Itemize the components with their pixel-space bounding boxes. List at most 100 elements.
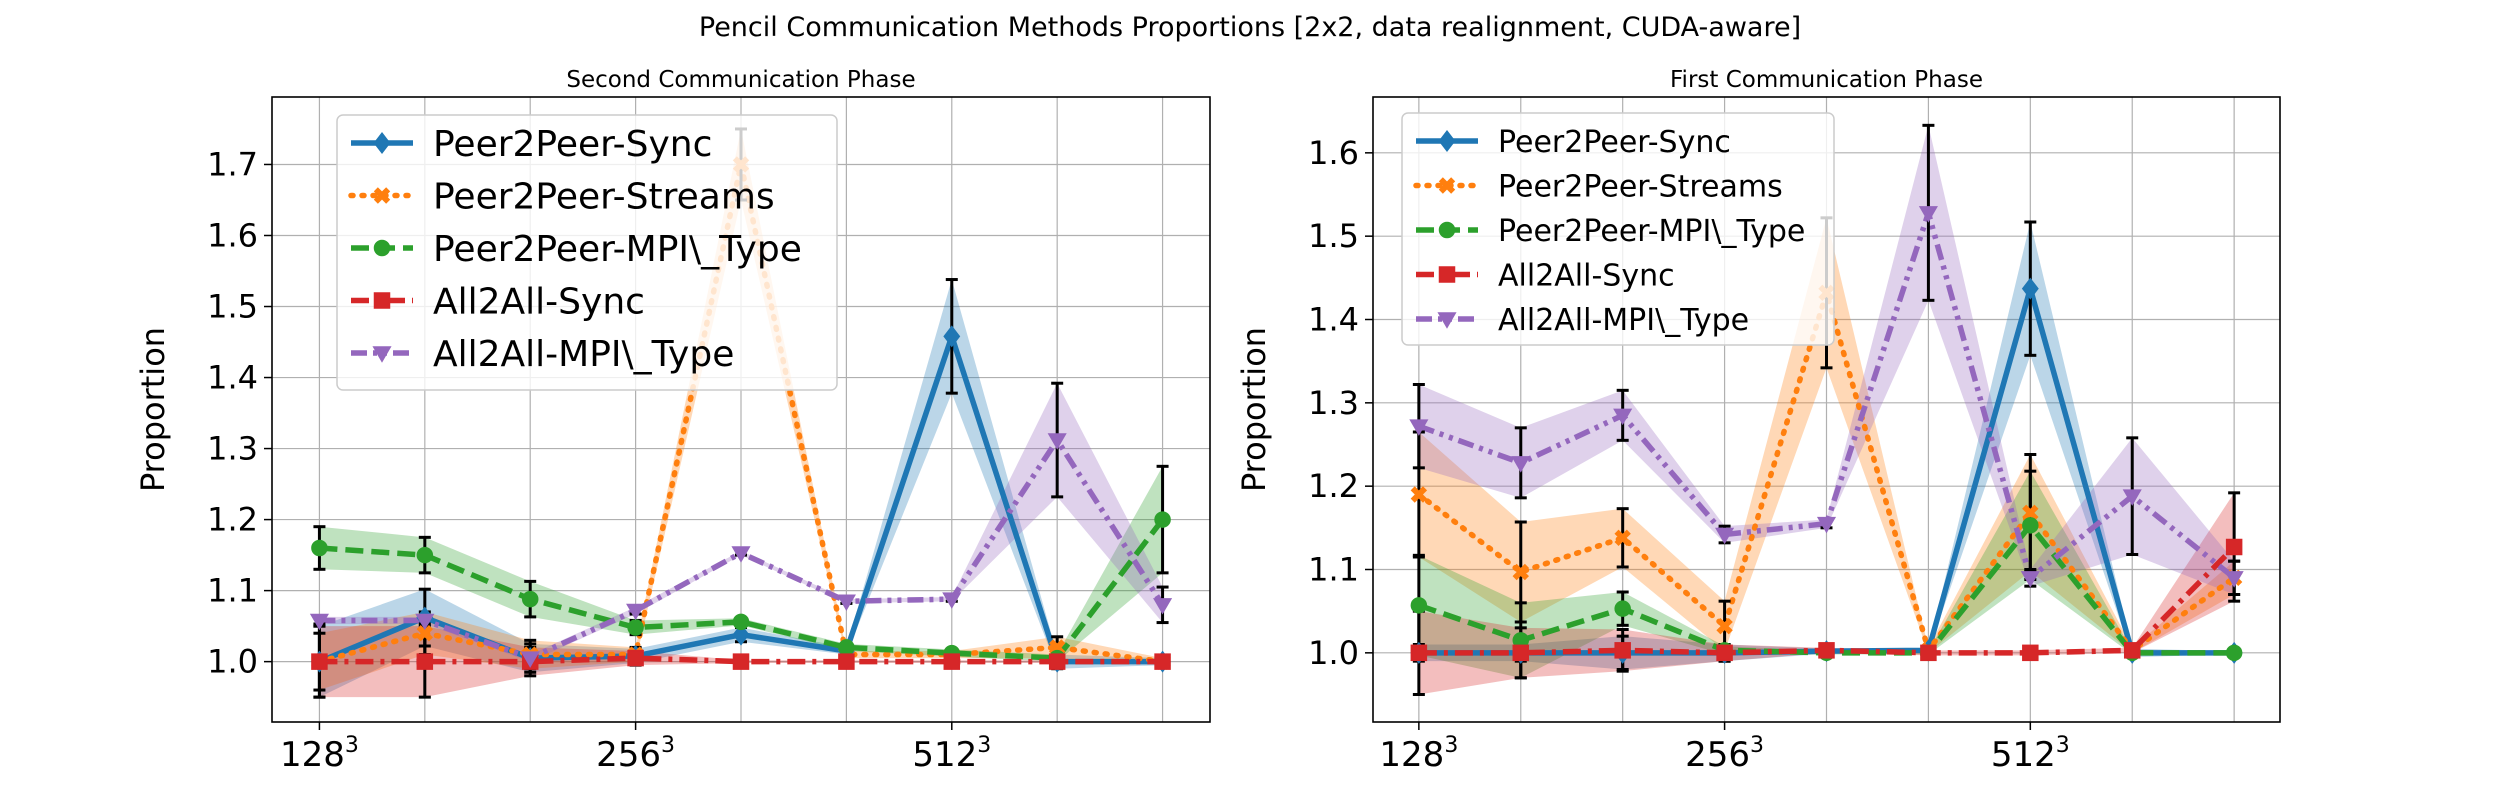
legend-label-peer2peer-streams: Peer2Peer-Streams: [433, 176, 775, 217]
chart-panel-1: Second Communication Phase 1.0 1.1 1.2 1.3 1.…: [134, 67, 1211, 775]
chart-title: Second Communication Phase: [566, 67, 915, 93]
series-line-all2all-mpi-type: [1417, 210, 2236, 581]
data-point-all2all-mpi-type: [2224, 571, 2244, 588]
data-point-all2all-sync: [1716, 644, 1733, 662]
axes-frame: [1372, 96, 2281, 723]
y-tick-label: 1.1: [1308, 551, 1359, 589]
y-tick-label: 1.2: [207, 501, 258, 539]
data-point-all2all-mpi-type: [1511, 456, 1531, 473]
y-axis-label: Proportion: [1235, 327, 1273, 492]
legend-marker-peer2peer-streams: [1438, 177, 1456, 194]
data-area: [1409, 123, 2244, 696]
data-point-peer2peer-mpi-type: [416, 546, 434, 564]
y-tick-label: 1.0: [207, 643, 258, 681]
legend-marker-all2all-mpi-type: [372, 346, 392, 363]
data-point-all2all-sync: [1512, 644, 1530, 662]
data-point-all2all-mpi-type: [1715, 527, 1735, 545]
x-tick-label: 1283: [280, 733, 359, 775]
axes-frame: [271, 96, 1211, 723]
legend-box: [336, 114, 838, 391]
legend-label-peer2peer-sync: Peer2Peer-Sync: [433, 124, 712, 165]
data-point-peer2peer-mpi-type: [627, 619, 644, 636]
y-tick-label: 1.6: [1308, 134, 1359, 172]
data-point-peer2peer-sync: [732, 623, 750, 646]
legend-marker-peer2peer-sync: [1438, 130, 1456, 152]
data-point-peer2peer-mpi-type: [2225, 644, 2243, 662]
data-point-all2all-mpi-type: [1153, 598, 1173, 615]
error-band-peer2peer-streams: [319, 128, 1163, 691]
series-line-peer2peer-mpi-type: [319, 517, 1165, 661]
data-point-all2all-mpi-type: [626, 603, 646, 621]
data-area: [309, 127, 1173, 699]
legend-label-all2all-sync: All2All-Sync: [433, 281, 645, 322]
data-point-all2all-sync: [732, 653, 750, 670]
y-tick-label: 1.6: [207, 216, 258, 254]
data-point-all2all-mpi-type: [415, 613, 435, 631]
x-tick-label: 1283: [1379, 733, 1458, 775]
legend-label-peer2peer-sync: Peer2Peer-Sync: [1498, 125, 1731, 160]
data-point-all2all-mpi-type: [1918, 206, 1938, 223]
legend: Peer2Peer-Sync Peer2Peer-Streams Peer2Peer…: [1401, 112, 1835, 346]
data-point-all2all-sync: [2225, 538, 2243, 556]
data-point-peer2peer-streams: [416, 625, 434, 642]
legend: Peer2Peer-Sync Peer2Peer-Streams Peer2Peer…: [336, 114, 838, 391]
data-point-peer2peer-sync: [2021, 277, 2039, 300]
data-point-all2all-sync: [1410, 644, 1428, 662]
data-point-all2all-sync: [1154, 653, 1171, 670]
data-point-peer2peer-mpi-type: [1410, 597, 1428, 614]
legend-marker-peer2peer-sync: [373, 132, 391, 154]
legend-marker-all2all-mpi-type: [1437, 312, 1457, 329]
legend-marker-all2all-sync: [1438, 266, 1456, 283]
data-point-all2all-sync: [311, 653, 328, 670]
data-point-all2all-mpi-type: [1047, 433, 1067, 450]
data-point-all2all-sync: [1048, 653, 1066, 670]
data-point-all2all-mpi-type: [1816, 516, 1837, 534]
data-point-all2all-sync: [943, 653, 961, 670]
y-tick-label: 1.0: [1308, 634, 1359, 672]
data-point-peer2peer-streams: [1614, 529, 1631, 547]
legend-marker-all2all-sync: [373, 292, 391, 309]
data-point-all2all-sync: [1614, 642, 1631, 659]
x-tick-label: 2563: [596, 733, 675, 775]
legend-marker-peer2peer-streams: [373, 187, 391, 204]
data-point-all2all-sync: [1818, 642, 1835, 659]
data-point-all2all-sync: [2022, 644, 2039, 662]
data-point-all2all-sync: [1920, 644, 1937, 662]
legend-label-peer2peer-mpi-type: Peer2Peer-MPI\_Type: [1498, 214, 1805, 249]
error-band-all2all-mpi-type: [1418, 125, 2235, 595]
chart-panel-2: First Communication Phase 1.0 1.1 1.2 1.3 1.4…: [1235, 67, 2281, 775]
data-point-all2all-mpi-type: [309, 613, 329, 631]
data-point-all2all-mpi-type: [942, 592, 962, 609]
y-tick-label: 1.3: [207, 430, 258, 468]
data-point-all2all-sync: [416, 653, 434, 670]
data-point-peer2peer-mpi-type: [732, 613, 750, 631]
data-point-all2all-mpi-type: [731, 546, 751, 563]
x-tick-label: 2563: [1685, 733, 1764, 775]
data-point-peer2peer-mpi-type: [2022, 517, 2039, 534]
legend-marker-peer2peer-mpi-type: [373, 239, 391, 257]
figure-title: Pencil Communication Methods Proportions…: [698, 12, 1802, 43]
data-point-all2all-mpi-type: [2020, 571, 2040, 588]
y-tick-label: 1.4: [207, 359, 258, 397]
x-tick-label: 5123: [1991, 733, 2070, 775]
y-tick-label: 1.4: [1308, 301, 1359, 339]
y-tick-label: 1.5: [207, 288, 258, 326]
legend-label-peer2peer-mpi-type: Peer2Peer-MPI\_Type: [433, 229, 802, 270]
legend-label-peer2peer-streams: Peer2Peer-Streams: [1498, 169, 1783, 204]
legend-label-all2all-mpi-type: All2All-MPI\_Type: [433, 334, 734, 375]
y-tick-label: 1.1: [207, 572, 258, 610]
data-point-all2all-mpi-type: [520, 651, 540, 668]
error-band-all2all-mpi-type: [319, 383, 1163, 662]
data-point-peer2peer-mpi-type: [1614, 600, 1631, 617]
data-point-peer2peer-streams: [1512, 563, 1529, 581]
y-tick-label: 1.5: [1308, 217, 1359, 255]
data-point-peer2peer-mpi-type: [521, 590, 539, 608]
data-point-peer2peer-mpi-type: [1154, 511, 1171, 528]
data-point-all2all-mpi-type: [836, 594, 856, 612]
legend-label-all2all-mpi-type: All2All-MPI\_Type: [1498, 303, 1749, 338]
data-point-all2all-mpi-type: [2122, 489, 2142, 506]
y-axis-label: Proportion: [134, 327, 172, 492]
y-tick-label: 1.2: [1308, 467, 1359, 505]
legend-box: [1401, 112, 1835, 346]
data-point-peer2peer-streams: [1410, 486, 1428, 503]
